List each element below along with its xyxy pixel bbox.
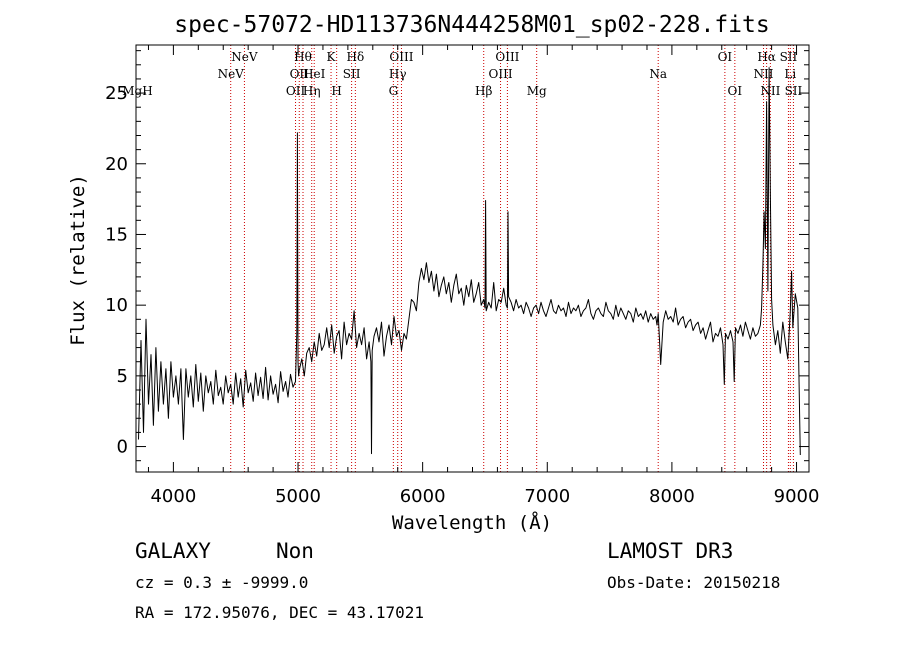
line-label-oi2: OI xyxy=(728,84,743,98)
y-tick-label: 15 xyxy=(105,224,128,245)
line-label-oi1: OI xyxy=(718,50,733,64)
x-axis-label: Wavelength (Å) xyxy=(392,511,552,534)
line-label-nii2: NII xyxy=(760,84,780,98)
line-label-na: Na xyxy=(649,67,667,81)
line-label-g: G xyxy=(389,84,399,98)
redshift-cz: cz = 0.3 ± -9999.0 xyxy=(135,573,309,592)
line-label-hdelta: Hδ xyxy=(346,50,364,64)
y-tick-label: 10 xyxy=(105,295,128,316)
line-marker-layer xyxy=(230,45,794,472)
spectrum-series xyxy=(138,67,801,456)
line-label-layer: MgHNeVNeVOIIOIIHθHηHeIKHSIIHδGHγOIIIHβOI… xyxy=(122,50,802,98)
line-label-oii1: OII xyxy=(286,84,306,98)
line-label-mgh: MgH xyxy=(122,84,152,98)
line-label-h: H xyxy=(331,84,341,98)
chart-title: spec-57072-HD113736N444258M01_sp02-228.f… xyxy=(174,12,769,38)
survey-name: LAMOST DR3 xyxy=(607,539,734,563)
object-subclass: Non xyxy=(276,539,314,563)
observation-date: Obs-Date: 20150218 xyxy=(607,573,781,592)
x-tick-label: 7000 xyxy=(524,486,570,507)
line-label-sii2: SII xyxy=(780,50,798,64)
object-class: GALAXY xyxy=(135,539,211,563)
line-label-nev2: NeV xyxy=(231,50,258,64)
x-tick-label: 5000 xyxy=(275,486,321,507)
y-tick-label: 0 xyxy=(117,437,128,458)
line-label-li: Li xyxy=(784,67,796,81)
plot-frame xyxy=(135,44,810,473)
line-label-hei: HeI xyxy=(303,67,326,81)
line-label-heta: Hη xyxy=(303,84,321,98)
y-tick-label: 20 xyxy=(105,154,128,175)
line-label-nii1: NII xyxy=(754,67,774,81)
axis-layer: 4000 5000 6000 7000 8000 9000 0 5 10 15 20 25 xyxy=(105,45,819,507)
y-axis-label: Flux (relative) xyxy=(67,174,89,346)
line-label-hbeta: Hβ xyxy=(475,84,492,98)
line-label-hgamma: Hγ xyxy=(389,67,407,81)
line-label-oiii1: OIII xyxy=(389,50,413,64)
x-tick-label: 6000 xyxy=(400,486,446,507)
line-label-oiii2: OIII xyxy=(489,67,513,81)
line-label-oii2: OII xyxy=(290,67,310,81)
y-tick-label: 5 xyxy=(117,366,128,387)
line-label-halpha: Hα xyxy=(757,50,776,64)
line-label-nev1: NeV xyxy=(218,67,245,81)
line-label-oiii3: OIII xyxy=(495,50,519,64)
line-label-k: K xyxy=(327,50,337,64)
spectrum-layer xyxy=(138,67,801,456)
x-tick-label: 8000 xyxy=(649,486,695,507)
x-tick-label: 9000 xyxy=(774,486,820,507)
x-tick-label: 4000 xyxy=(150,486,196,507)
line-label-sh: SII xyxy=(785,84,803,98)
coordinates: RA = 172.95076, DEC = 43.17021 xyxy=(135,603,424,622)
line-label-htheta: Hθ xyxy=(294,50,312,64)
line-label-sii1: SII xyxy=(343,67,361,81)
line-label-mg: Mg xyxy=(527,84,547,98)
y-tick-label: 25 xyxy=(105,83,128,104)
